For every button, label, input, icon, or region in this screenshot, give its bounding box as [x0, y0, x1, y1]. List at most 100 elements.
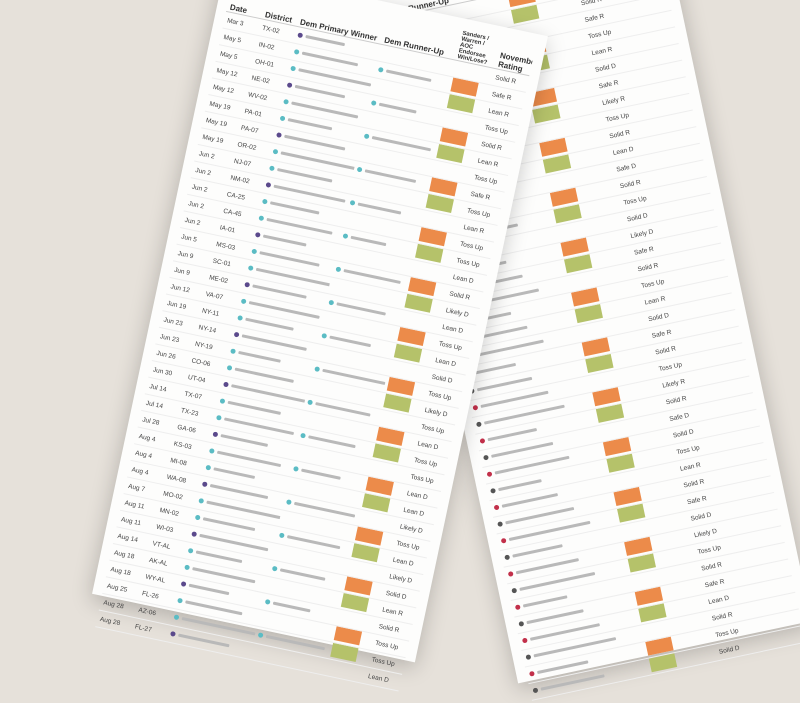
- candidate-dot: [289, 65, 296, 72]
- candidate-dot: [282, 99, 289, 105]
- candidate-dot: [472, 404, 479, 411]
- rating: Toss Up: [455, 256, 481, 269]
- rating: Likely D: [424, 406, 449, 419]
- rating: Toss Up: [409, 472, 435, 485]
- candidate-dot: [212, 431, 218, 438]
- district: KS-03: [173, 440, 193, 451]
- candidate-dot: [208, 448, 215, 455]
- district: NY-14: [197, 323, 217, 335]
- date: Jun 23: [162, 316, 184, 328]
- date: Aug 18: [113, 548, 136, 561]
- illegible-text: [522, 595, 568, 608]
- candidate-dot: [370, 100, 377, 107]
- rating: Solid R: [494, 73, 517, 86]
- date: Jun 23: [159, 332, 180, 344]
- district: MS-03: [215, 240, 236, 252]
- candidate-dot: [525, 654, 532, 661]
- district: AK-AL: [148, 556, 169, 568]
- district: CO-06: [190, 356, 212, 368]
- candidate-dot: [204, 464, 211, 471]
- rating: Solid R: [480, 140, 503, 152]
- date: May 5: [219, 50, 239, 61]
- district: SC-01: [212, 257, 232, 268]
- district: NY-19: [194, 340, 214, 351]
- candidate-dot: [342, 233, 349, 240]
- candidate-dot: [229, 348, 236, 355]
- rating: Lean D: [416, 439, 439, 451]
- candidate-dot: [521, 637, 528, 644]
- date: Jun 2: [194, 166, 212, 177]
- date: Aug 28: [99, 615, 121, 627]
- candidate-dot: [363, 133, 370, 140]
- district: IN-02: [258, 40, 276, 52]
- rating: Lean D: [406, 489, 429, 501]
- rating: Toss Up: [484, 123, 509, 136]
- district: TX-23: [180, 406, 200, 418]
- illegible-text: [287, 118, 332, 131]
- candidate-dot: [272, 148, 279, 155]
- candidate-dot: [187, 547, 194, 554]
- candidate-dot: [254, 232, 261, 238]
- district: AZ-06: [137, 606, 157, 617]
- candidate-dot: [299, 432, 306, 439]
- candidate-dot: [250, 248, 257, 255]
- rating: Solid D: [431, 373, 454, 385]
- date: Aug 11: [124, 499, 146, 511]
- rating: Lean D: [367, 672, 390, 684]
- illegible-text: [473, 363, 517, 376]
- candidate-dot: [176, 597, 183, 604]
- district: OR-02: [236, 140, 258, 152]
- cell: [325, 667, 366, 676]
- date: Jul 14: [145, 399, 164, 410]
- district: NJ-07: [233, 157, 252, 168]
- rating: Lean R: [381, 605, 404, 618]
- illegible-text: [350, 235, 387, 247]
- date: Jun 2: [198, 149, 216, 161]
- illegible-text: [177, 633, 230, 648]
- district: WI-03: [155, 523, 174, 534]
- date: Mar 3: [226, 16, 245, 28]
- district: PA-01: [243, 107, 263, 118]
- cell: [388, 367, 429, 376]
- candidate-dot: [328, 299, 335, 306]
- candidate-dot: [197, 498, 204, 505]
- candidate-dot: [194, 514, 201, 521]
- district: MI-08: [169, 456, 188, 467]
- rating: Toss Up: [459, 240, 484, 252]
- candidate-dot: [313, 366, 320, 373]
- cell: [410, 268, 451, 277]
- rating: Safe R: [469, 190, 491, 202]
- candidate-dot: [306, 399, 313, 406]
- rating: Solid D: [385, 589, 408, 601]
- candidate-dot: [507, 571, 514, 578]
- candidate-dot: [529, 671, 535, 677]
- date: May 12: [215, 66, 239, 79]
- candidate-dot: [190, 531, 197, 538]
- rating: Toss Up: [371, 655, 396, 668]
- date: Jul 14: [148, 382, 168, 394]
- district: VA-07: [205, 290, 224, 301]
- candidate-dot: [278, 532, 285, 539]
- candidate-dot: [296, 32, 303, 39]
- date: May 19: [205, 116, 228, 128]
- front-sheet: Date District Dem Primary Winner Dem Runner…: [92, 0, 548, 692]
- rating: Likely D: [399, 522, 424, 535]
- candidate-dot: [279, 115, 286, 122]
- candidate-dot: [226, 365, 233, 372]
- illegible-text: [188, 583, 229, 596]
- candidate-dot: [285, 499, 292, 506]
- candidate-dot: [264, 599, 271, 606]
- candidate-dot: [518, 621, 525, 628]
- candidate-dot: [236, 315, 243, 322]
- candidate-dot: [215, 414, 222, 421]
- cell: [357, 517, 398, 526]
- candidate-dot: [490, 488, 497, 495]
- candidate-dot: [219, 398, 226, 405]
- candidate-dot: [349, 200, 356, 207]
- candidate-dot: [356, 166, 363, 173]
- candidate-dot: [292, 466, 299, 473]
- cell: [346, 567, 387, 576]
- candidate-dot: [486, 471, 493, 478]
- candidate-dot: [180, 581, 187, 588]
- rating: Lean D: [452, 273, 475, 285]
